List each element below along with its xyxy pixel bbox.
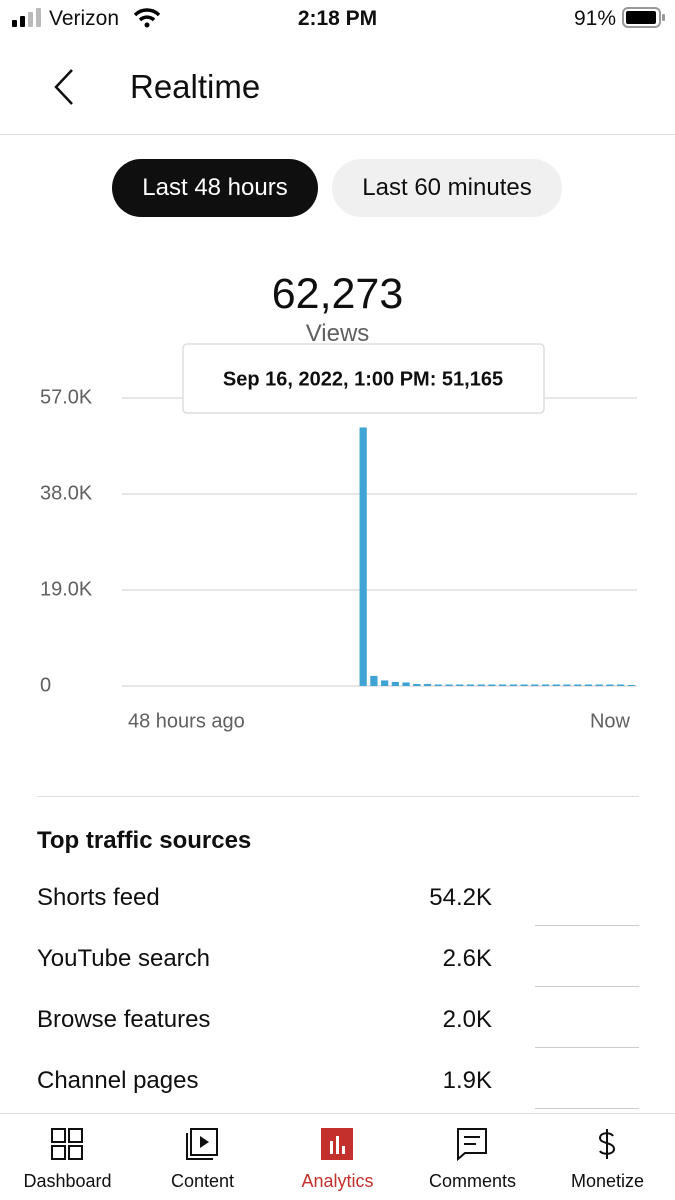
bar [563,684,571,686]
nav-item[interactable]: Dashboard [0,1125,135,1195]
y-tick-label: 0 [40,674,51,696]
carrier: Verizon [49,7,120,30]
bar [499,684,507,686]
source-name: Channel pages [37,1067,199,1094]
back-button[interactable] [50,67,80,107]
bar [413,683,421,686]
bar [584,684,593,686]
views-label: Views [305,320,370,347]
source-views: 2.6K [442,945,492,972]
views-total: 62,273 [271,270,404,318]
y-tick-label: 19.0K [40,578,93,600]
x-axis-end: Now [590,710,631,732]
sparkline-baseline [535,925,639,926]
battery-icon [622,7,665,28]
battery-level: 91% [574,7,617,30]
sparkline-baseline [535,1047,639,1048]
bar [574,684,582,686]
nav-item[interactable]: Comments [405,1125,540,1195]
nav-label: Monetize [570,1171,645,1191]
bar [488,684,496,686]
nav-label: Content [170,1171,235,1191]
bar [381,680,389,686]
nav-label: Analytics [301,1171,374,1191]
bar [477,684,485,686]
bar [509,684,517,686]
clock: 2:18 PM [297,7,378,30]
bar [466,684,475,686]
nav-item[interactable]: Content [135,1125,270,1195]
nav-icon [457,1128,487,1161]
signal-icon [12,8,41,27]
section-divider [37,796,639,797]
y-tick-label: 57.0K [40,386,93,408]
bar [595,684,603,686]
source-views: 2.0K [442,1006,492,1033]
sparkline-baseline [535,1108,639,1109]
bar [391,681,399,686]
source-name: Browse features [37,1006,211,1033]
sparkline-baseline [535,986,639,987]
nav-label: Dashboard [23,1171,112,1191]
bar [370,675,378,686]
tab[interactable]: Last 60 minutes [332,159,562,217]
nav-item[interactable]: Analytics [270,1125,405,1195]
traffic-row: Channel pages 1.9K [37,1061,639,1109]
tab-selected[interactable]: Last 48 hours [112,159,318,217]
nav-label: Comments [428,1171,517,1191]
wifi-icon [134,8,160,28]
header-divider [0,134,675,135]
bar [541,684,550,686]
bar [456,684,464,686]
bar [617,684,625,686]
source-name: YouTube search [37,945,211,972]
source-views: 54.2K [429,884,492,911]
nav-icon [321,1128,353,1160]
nav-divider [0,1113,675,1114]
bar [552,684,560,686]
status-bar: Verizon 2:18 PM 91% [0,0,675,38]
bar [434,684,442,686]
bar [606,684,614,686]
bar [445,684,453,686]
page-title: Realtime [130,68,261,105]
traffic-row: Shorts feed 54.2K [37,878,639,926]
bar [520,684,528,686]
chart: 48 hours ago Now 0 19.0K 38.0K 57.0K Sep 16,… [40,343,637,732]
y-tick-label: 38.0K [40,482,93,504]
nav-icon [598,1129,616,1159]
bar [627,684,635,686]
bar [531,684,539,686]
source-views: 1.9K [442,1067,492,1094]
bar [359,427,367,686]
x-axis-start: 48 hours ago [128,710,245,732]
nav-item[interactable]: Monetize [540,1125,675,1195]
nav-icon [186,1128,218,1160]
tooltip: Sep 16, 2022, 1:00 PM: 51,165 [223,368,503,390]
source-name: Shorts feed [37,884,160,911]
tooltip-box [182,343,545,414]
bar [423,683,432,686]
bar [402,682,410,686]
traffic-row: Browse features 2.0K [37,1000,639,1048]
traffic-row: YouTube search 2.6K [37,939,639,987]
section-title: Top traffic sources [37,827,252,854]
nav-icon [51,1128,83,1160]
